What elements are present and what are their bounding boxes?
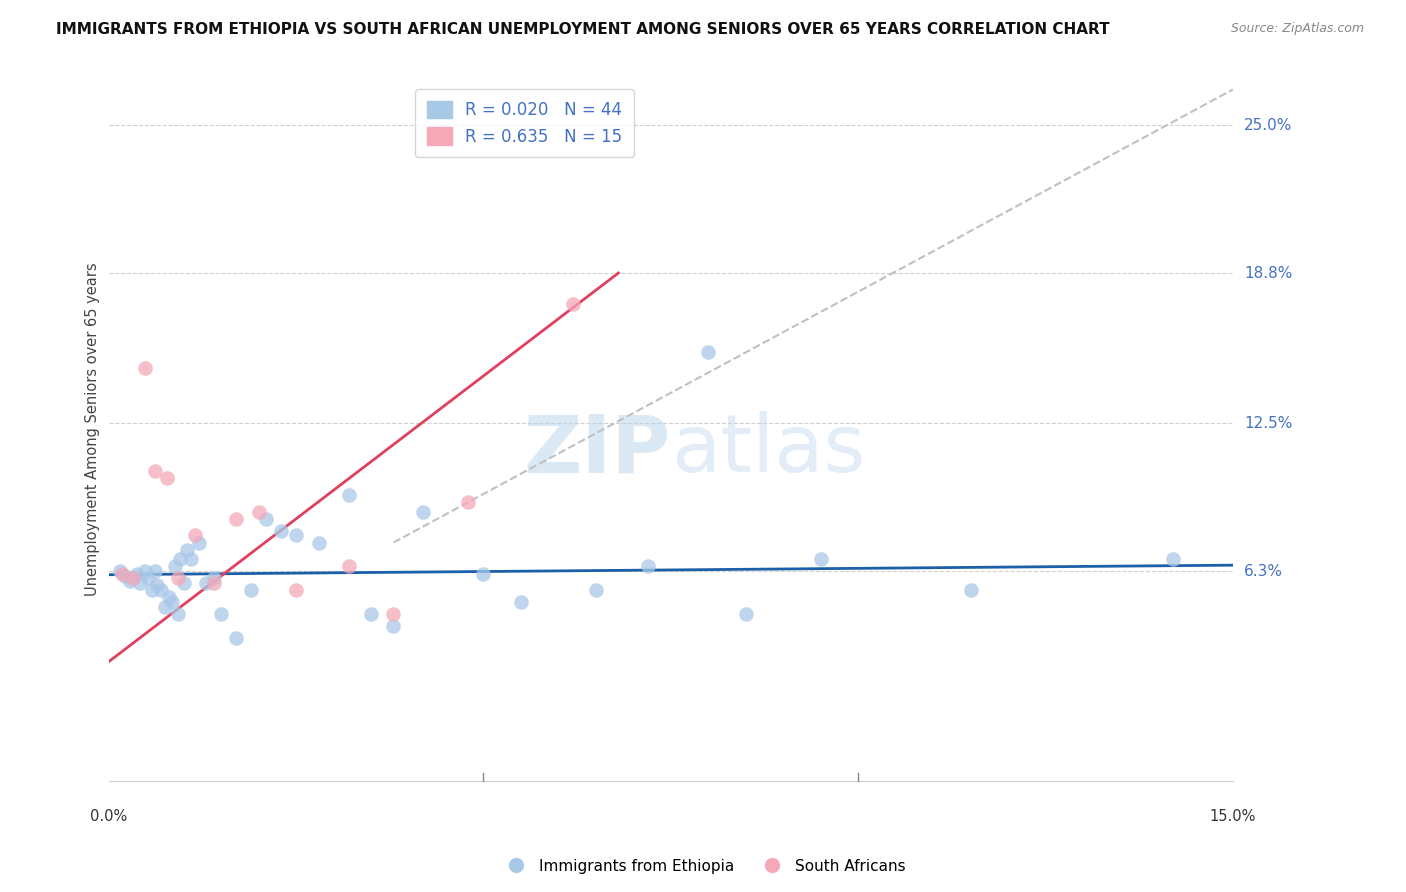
Point — [173, 576, 195, 591]
Point — [163, 559, 186, 574]
Point — [1161, 552, 1184, 566]
Point — [184, 528, 207, 542]
Point — [734, 607, 756, 621]
Point — [247, 504, 270, 518]
Point — [166, 607, 188, 621]
Point — [225, 511, 247, 525]
Point — [562, 297, 585, 311]
Y-axis label: Unemployment Among Seniors over 65 years: Unemployment Among Seniors over 65 years — [86, 262, 100, 596]
Point — [959, 583, 981, 598]
Point — [510, 595, 533, 609]
Point — [141, 583, 163, 598]
Point — [114, 569, 136, 583]
Point — [143, 564, 166, 578]
Point — [270, 524, 292, 538]
Point — [156, 471, 179, 485]
Text: atlas: atlas — [671, 411, 865, 490]
Text: Source: ZipAtlas.com: Source: ZipAtlas.com — [1230, 22, 1364, 36]
Point — [225, 631, 247, 645]
Point — [472, 566, 495, 581]
Point — [121, 571, 143, 585]
Point — [150, 583, 173, 598]
Point — [127, 566, 149, 581]
Point — [697, 344, 720, 359]
Point — [637, 559, 659, 574]
Point — [153, 599, 176, 614]
Point — [412, 504, 434, 518]
Point — [143, 464, 166, 478]
Legend: R = 0.020   N = 44, R = 0.635   N = 15: R = 0.020 N = 44, R = 0.635 N = 15 — [415, 89, 634, 157]
Point — [240, 583, 263, 598]
Point — [176, 542, 198, 557]
Point — [382, 619, 405, 633]
Text: 12.5%: 12.5% — [1244, 416, 1292, 431]
Point — [157, 591, 180, 605]
Point — [169, 552, 191, 566]
Text: 6.3%: 6.3% — [1244, 564, 1284, 579]
Point — [111, 566, 134, 581]
Point — [254, 511, 277, 525]
Point — [166, 571, 188, 585]
Point — [382, 607, 405, 621]
Point — [187, 535, 209, 549]
Point — [118, 574, 141, 588]
Legend: Immigrants from Ethiopia, South Africans: Immigrants from Ethiopia, South Africans — [495, 853, 911, 880]
Text: ZIP: ZIP — [523, 411, 671, 490]
Point — [108, 564, 131, 578]
Point — [202, 576, 225, 591]
Text: IMMIGRANTS FROM ETHIOPIA VS SOUTH AFRICAN UNEMPLOYMENT AMONG SENIORS OVER 65 YEA: IMMIGRANTS FROM ETHIOPIA VS SOUTH AFRICA… — [56, 22, 1109, 37]
Text: 15.0%: 15.0% — [1211, 809, 1257, 824]
Point — [209, 607, 232, 621]
Point — [360, 607, 382, 621]
Text: 25.0%: 25.0% — [1244, 118, 1292, 133]
Point — [129, 576, 152, 591]
Point — [162, 595, 184, 609]
Point — [810, 552, 832, 566]
Text: 18.8%: 18.8% — [1244, 266, 1292, 280]
Point — [285, 583, 308, 598]
Point — [134, 361, 156, 376]
Point — [146, 578, 169, 592]
Point — [202, 571, 225, 585]
Point — [134, 564, 156, 578]
Point — [136, 571, 159, 585]
Point — [337, 559, 360, 574]
Point — [121, 571, 143, 585]
Point — [180, 552, 202, 566]
Text: 0.0%: 0.0% — [90, 809, 128, 824]
Point — [337, 488, 360, 502]
Point — [285, 528, 308, 542]
Point — [308, 535, 330, 549]
Point — [457, 495, 479, 509]
Point — [585, 583, 607, 598]
Point — [195, 576, 218, 591]
